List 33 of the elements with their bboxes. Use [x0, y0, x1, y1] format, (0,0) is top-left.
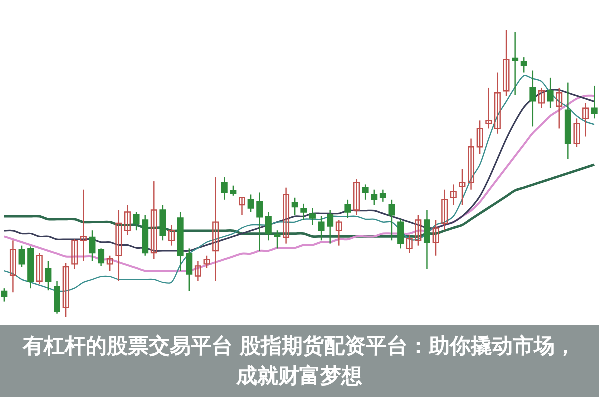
candlestick [354, 178, 360, 216]
candlestick [283, 187, 290, 244]
text: 有杠杆的股票交易平台 股指期货配资平台：助你撬动市场，成就财富梦想 [0, 325, 599, 397]
candlestick [124, 204, 131, 236]
candlestick [459, 168, 466, 206]
candlestick [442, 189, 448, 232]
candlestick [36, 252, 43, 286]
candlestick [212, 176, 220, 282]
candlestick [538, 87, 545, 109]
candlestick [194, 260, 202, 282]
candlestick [574, 118, 580, 148]
candlestick [106, 255, 114, 272]
candlestick [468, 138, 475, 190]
candlestick [116, 210, 122, 282]
candlestick [476, 120, 484, 155]
candlestick [432, 220, 440, 256]
candlestick [10, 240, 16, 294]
candlestick [150, 180, 158, 260]
candlestick [582, 102, 590, 138]
candlestick [486, 87, 492, 130]
candlestick [406, 234, 413, 254]
candlestick [336, 220, 342, 246]
candlestick [62, 262, 70, 318]
candlestick [450, 184, 457, 206]
candlestick [494, 72, 501, 134]
candlestick [204, 255, 210, 269]
candlestick [80, 189, 87, 262]
candlestick [415, 214, 422, 246]
candlestick [72, 238, 78, 270]
candlestick [239, 197, 246, 216]
candlestick [168, 224, 176, 246]
candlestick [503, 29, 510, 97]
candlestick [556, 87, 563, 130]
